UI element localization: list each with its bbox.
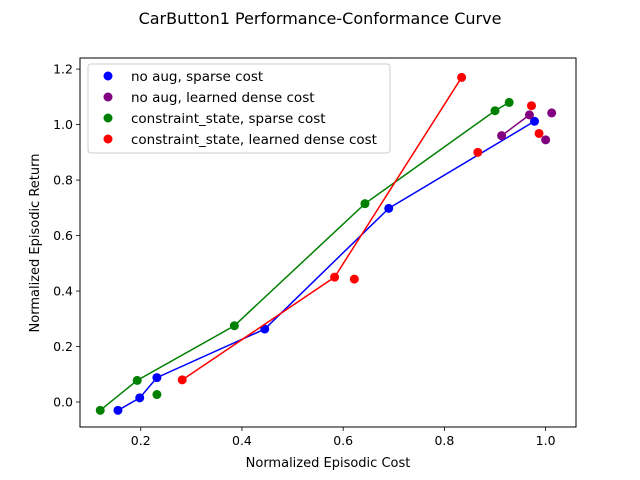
- y-tick-label: 0.8: [53, 173, 73, 188]
- legend-frame: [87, 63, 391, 154]
- chart-title: CarButton1 Performance-Conformance Curve: [139, 9, 502, 28]
- y-tick-label: 0.2: [53, 339, 73, 354]
- legend-marker: [103, 71, 113, 81]
- frontier-line: [501, 114, 530, 137]
- data-point: [152, 390, 162, 400]
- data-point: [529, 116, 539, 126]
- y-tick-label: 0.6: [53, 228, 73, 243]
- y-tick-label: 0.0: [53, 395, 73, 410]
- series-0: [113, 116, 539, 415]
- data-point: [384, 203, 394, 213]
- data-point: [260, 324, 270, 334]
- y-axis: 0.0 0.2 0.4 0.6 0.8 1.0 1.2: [53, 62, 80, 410]
- legend-item: constraint_state, learned dense cost: [103, 132, 377, 148]
- series-3: [177, 72, 544, 385]
- data-point: [135, 393, 145, 403]
- data-point: [534, 128, 544, 138]
- frontier-line: [117, 120, 535, 412]
- y-tick-label: 1.2: [53, 62, 73, 77]
- data-point: [497, 131, 507, 141]
- data-point: [504, 97, 514, 107]
- x-axis-label: Normalized Episodic Cost: [246, 456, 411, 471]
- data-point: [541, 135, 551, 145]
- legend-label: constraint_state, learned dense cost: [131, 132, 377, 148]
- legend-label: constraint_state, sparse cost: [131, 111, 326, 127]
- series-2: [95, 97, 514, 415]
- data-point: [132, 375, 142, 385]
- data-point: [526, 101, 536, 111]
- legend-item: no aug, learned dense cost: [103, 90, 315, 106]
- legend: no aug, sparse cost no aug, learned dense…: [87, 63, 391, 154]
- data-point: [547, 108, 557, 118]
- y-tick-label: 0.4: [53, 284, 73, 299]
- x-tick-label: 1.0: [536, 433, 556, 448]
- y-tick-label: 1.0: [53, 117, 73, 132]
- data-point: [95, 405, 105, 415]
- data-point: [349, 274, 359, 284]
- data-point: [524, 110, 534, 120]
- plot-area: [95, 72, 557, 415]
- legend-marker: [103, 134, 113, 144]
- data-point: [490, 106, 500, 116]
- data-point: [473, 147, 483, 157]
- legend-label: no aug, sparse cost: [131, 69, 263, 85]
- legend-label: no aug, learned dense cost: [131, 90, 315, 106]
- x-tick-label: 0.8: [434, 433, 454, 448]
- data-point: [457, 72, 467, 82]
- x-axis: 0.2 0.4 0.6 0.8 1.0: [131, 427, 556, 448]
- series-1: [497, 108, 557, 145]
- legend-item: no aug, sparse cost: [103, 69, 263, 85]
- data-point: [360, 199, 370, 209]
- legend-marker: [103, 92, 113, 102]
- data-point: [152, 373, 162, 383]
- legend-marker: [103, 113, 113, 123]
- data-point: [229, 321, 239, 331]
- data-point: [113, 405, 123, 415]
- x-tick-label: 0.4: [232, 433, 252, 448]
- x-tick-label: 0.6: [333, 433, 353, 448]
- axes-frame: [79, 57, 577, 428]
- legend-item: constraint_state, sparse cost: [103, 111, 326, 127]
- data-point: [177, 375, 187, 385]
- data-point: [330, 272, 340, 282]
- y-axis-label: Normalized Episodic Return: [28, 154, 43, 333]
- x-tick-label: 0.2: [131, 433, 151, 448]
